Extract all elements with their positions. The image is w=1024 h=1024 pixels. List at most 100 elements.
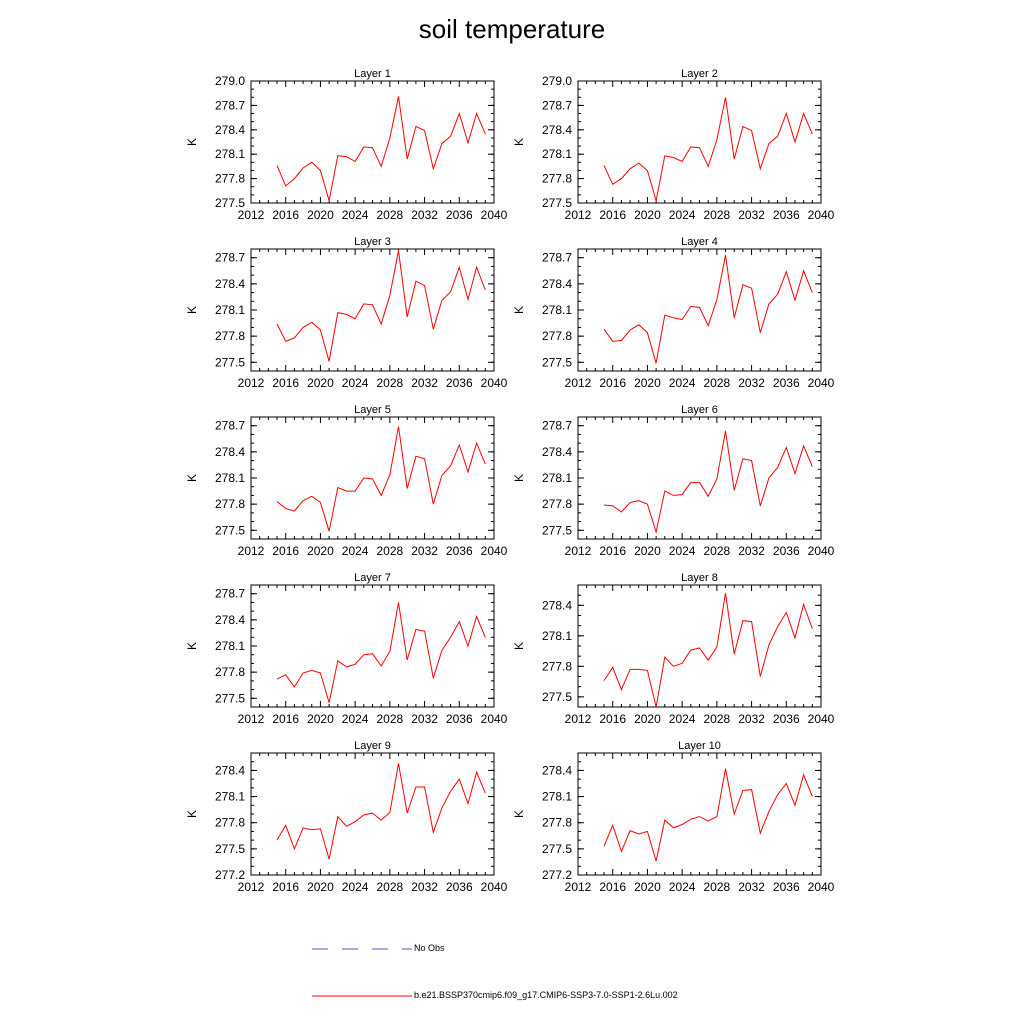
panel-title: Layer 1 [354, 68, 391, 80]
panel-6: Layer 6 K 2012 2016 2020 2024 2028 2032 2036 2040… [512, 404, 835, 558]
y-tick-label: 278.4 [215, 277, 245, 291]
x-tick-label: 2036 [773, 544, 800, 558]
panel-frame [250, 752, 495, 876]
panel-frame [250, 248, 495, 372]
x-tick-label: 2024 [342, 376, 369, 390]
y-tick-label: 278.1 [215, 303, 245, 317]
y-tick-label: 278.1 [542, 471, 572, 485]
x-tick-label: 2016 [272, 712, 299, 726]
x-tick-label: 2024 [342, 712, 369, 726]
panel-frame [577, 248, 822, 372]
y-tick-label: 277.5 [215, 355, 245, 369]
series-line [276, 96, 486, 201]
y-tick-label: 277.5 [542, 355, 572, 369]
x-tick-label: 2036 [773, 712, 800, 726]
legend-obs-label: No Obs [414, 943, 445, 953]
x-tick-label: 2040 [808, 880, 835, 894]
x-tick-label: 2012 [238, 880, 265, 894]
legend-model-label: b.e21.BSSP370cmip6.f09_g17.CMIP6-SSP3-7.… [414, 990, 678, 1000]
x-tick-label: 2028 [377, 544, 404, 558]
y-tick-label: 278.1 [542, 629, 572, 643]
y-tick-label: 279.0 [542, 74, 572, 88]
chart-title: soil temperature [418, 14, 606, 44]
panel-8: Layer 8 K 2012 2016 2020 2024 2028 2032 2036 2040… [512, 572, 835, 726]
x-tick-label: 2032 [411, 880, 438, 894]
y-tick-label: 278.1 [215, 147, 245, 161]
x-tick-label: 2032 [411, 544, 438, 558]
y-tick-label: 278.7 [215, 419, 245, 433]
x-tick-label: 2012 [565, 376, 592, 390]
y-tick-label: 277.5 [542, 523, 572, 537]
x-tick-label: 2012 [238, 376, 265, 390]
x-tick-label: 2024 [669, 880, 696, 894]
x-tick-label: 2012 [238, 712, 265, 726]
x-tick-label: 2032 [411, 376, 438, 390]
panel-title: Layer 6 [681, 404, 718, 416]
y-tick-label: 278.7 [542, 251, 572, 265]
x-tick-label: 2024 [669, 208, 696, 222]
y-tick-label: 277.8 [542, 172, 572, 186]
panel-title: Layer 5 [354, 404, 391, 416]
x-tick-label: 2032 [738, 208, 765, 222]
panel-title: Layer 2 [681, 68, 718, 80]
x-tick-label: 2024 [342, 880, 369, 894]
x-tick-label: 2016 [599, 208, 626, 222]
x-tick-label: 2024 [669, 712, 696, 726]
y-tick-label: 278.7 [215, 251, 245, 265]
y-axis-label: K [512, 810, 526, 818]
x-tick-label: 2012 [238, 208, 265, 222]
y-tick-label: 277.5 [542, 196, 572, 210]
y-tick-label: 277.2 [215, 868, 245, 882]
panel-title: Layer 4 [681, 236, 718, 248]
x-tick-label: 2012 [565, 544, 592, 558]
x-tick-label: 2020 [634, 544, 661, 558]
x-tick-label: 2016 [599, 880, 626, 894]
y-axis-label: K [512, 642, 526, 650]
x-tick-label: 2020 [634, 880, 661, 894]
y-tick-label: 278.7 [542, 419, 572, 433]
x-tick-label: 2036 [773, 208, 800, 222]
x-tick-label: 2036 [446, 376, 473, 390]
y-axis-label: K [512, 474, 526, 482]
y-tick-label: 277.8 [215, 172, 245, 186]
x-tick-label: 2020 [307, 712, 334, 726]
x-tick-label: 2020 [307, 880, 334, 894]
y-tick-label: 278.7 [215, 98, 245, 112]
x-tick-label: 2032 [738, 376, 765, 390]
x-tick-label: 2016 [599, 376, 626, 390]
panel-10: Layer 10 K 2012 2016 2020 2024 2028 2032 2036 204… [512, 740, 835, 894]
x-tick-label: 2040 [481, 208, 508, 222]
series-line [603, 255, 813, 364]
y-tick-label: 278.1 [215, 790, 245, 804]
series-line [603, 430, 813, 534]
x-tick-label: 2024 [342, 544, 369, 558]
x-tick-label: 2016 [272, 208, 299, 222]
x-tick-label: 2020 [634, 376, 661, 390]
x-tick-label: 2024 [669, 376, 696, 390]
y-tick-label: 277.5 [542, 690, 572, 704]
y-tick-label: 278.4 [215, 123, 245, 137]
y-tick-label: 278.4 [542, 763, 572, 777]
series-line [603, 768, 813, 862]
y-tick-label: 277.5 [215, 523, 245, 537]
panel-9: Layer 9 K 2012 2016 2020 2024 2028 2032 2036 2040… [185, 740, 508, 894]
x-tick-label: 2040 [481, 544, 508, 558]
panel-7: Layer 7 K 2012 2016 2020 2024 2028 2032 2036 2040… [185, 572, 508, 726]
y-tick-label: 277.5 [542, 842, 572, 856]
x-tick-label: 2032 [738, 544, 765, 558]
series-line [276, 602, 486, 703]
panel-3: Layer 3 K 2012 2016 2020 2024 2028 2032 2036 2040… [185, 236, 508, 390]
x-tick-label: 2040 [808, 208, 835, 222]
legend-model: b.e21.BSSP370cmip6.f09_g17.CMIP6-SSP3-7.… [312, 989, 732, 1003]
y-axis-label: K [512, 138, 526, 146]
x-tick-label: 2028 [377, 208, 404, 222]
y-tick-label: 277.5 [215, 691, 245, 705]
x-tick-label: 2024 [342, 208, 369, 222]
x-tick-label: 2020 [634, 208, 661, 222]
y-axis-label: K [185, 474, 199, 482]
y-tick-label: 277.8 [542, 497, 572, 511]
x-tick-label: 2028 [377, 376, 404, 390]
x-tick-label: 2028 [704, 544, 731, 558]
x-tick-label: 2032 [411, 208, 438, 222]
x-tick-label: 2016 [599, 544, 626, 558]
